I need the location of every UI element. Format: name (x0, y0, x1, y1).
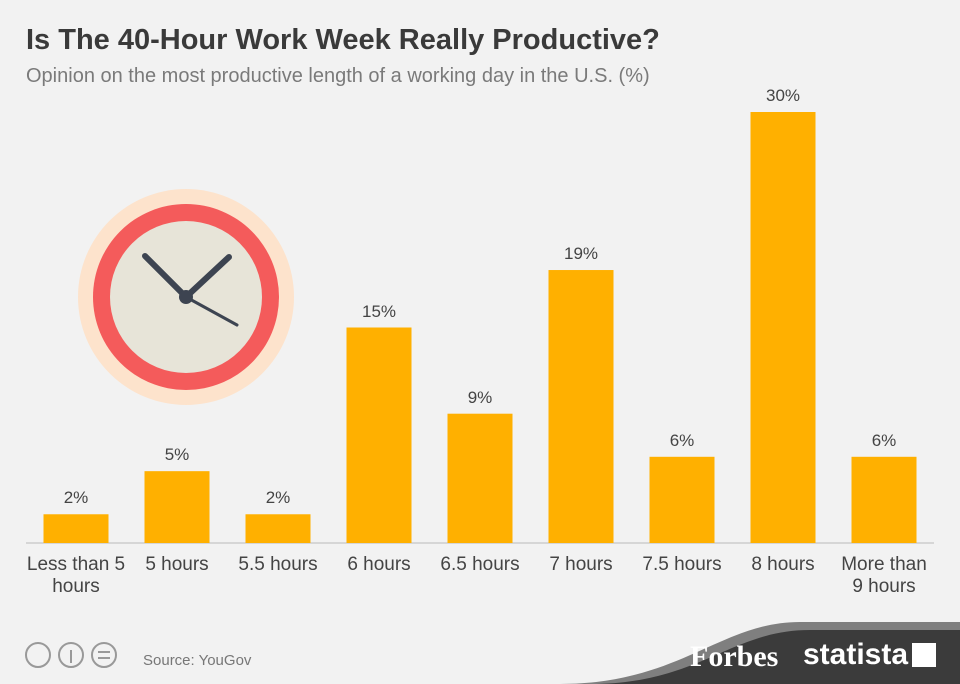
value-label: 30% (765, 86, 801, 105)
value-label: 2% (63, 488, 89, 508)
source: Source: YouGov (143, 652, 252, 669)
brand: statista (803, 638, 909, 671)
bar (43, 514, 109, 543)
x-tick-label: 6.5 hours (440, 554, 520, 575)
value-label: 6% (871, 430, 897, 450)
value-label: 15% (361, 301, 397, 321)
x-tick-label: 5 hours (145, 554, 209, 575)
value-label: 5% (164, 445, 190, 465)
bar (649, 456, 715, 543)
chart-title: Is The 40-Hour Work Week Really Producti… (26, 24, 660, 56)
bar (144, 471, 210, 543)
clock (78, 189, 294, 405)
brand: Forbes (690, 640, 779, 673)
value-label: 2% (265, 488, 291, 508)
bar (346, 327, 412, 543)
x-tick-label: 6 hours (347, 554, 411, 575)
x-tick-label: 7.5 hours (642, 554, 722, 575)
x-tick-label: Less than 5 hours (26, 554, 126, 597)
x-tick-label: 7 hours (549, 554, 613, 575)
footer-band (590, 630, 960, 684)
bar (245, 514, 311, 543)
x-tick-label: 8 hours (751, 554, 815, 575)
bar (447, 413, 513, 543)
chart-subtitle: Opinion on the most productive length of… (26, 65, 650, 87)
license-icons (25, 642, 117, 668)
bar (851, 456, 917, 543)
statista-icon (912, 643, 936, 667)
value-label: 19% (563, 244, 599, 264)
value-label: 9% (467, 387, 493, 407)
x-tick-label: 5.5 hours (238, 554, 318, 575)
x-tick-label: More than 9 hours (841, 554, 927, 597)
bar (548, 270, 614, 543)
value-label: 6% (669, 430, 695, 450)
bar (750, 112, 816, 543)
